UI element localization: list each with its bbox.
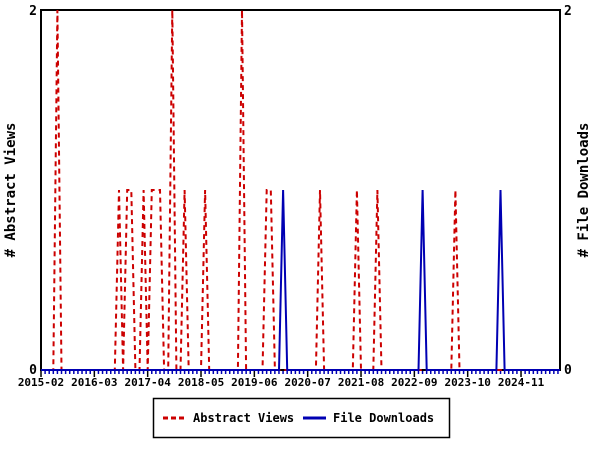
y-left-tick-label-2: 2 [29, 4, 37, 19]
series-file-downloads [41, 189, 560, 371]
x-tick-label: 2020-07 [285, 376, 331, 389]
x-tick-label: 2023-10 [445, 376, 491, 389]
y-left-axis-title: # Abstract Views [3, 123, 19, 258]
legend-label-abstract-views: Abstract Views [193, 411, 294, 425]
x-tick-label: 2024-11 [498, 376, 545, 389]
legend-label-file-downloads: File Downloads [333, 411, 434, 425]
x-tick-label: 2022-09 [391, 376, 437, 389]
y-right-tick-label-2: 2 [564, 4, 572, 19]
x-tick-label: 2019-06 [231, 376, 278, 389]
series-abstract-views [41, 9, 560, 371]
legend-box [152, 397, 451, 439]
x-tick-label: 2017-04 [124, 376, 171, 389]
y-right-axis-title: # File Downloads [576, 123, 592, 258]
x-tick-label: 2015-02 [18, 376, 64, 389]
y-left-tick-label-0: 0 [29, 363, 37, 378]
x-tick-label: 2016-03 [71, 376, 117, 389]
y-right-tick-label-0: 0 [564, 363, 572, 378]
x-tick-label: 2021-08 [338, 376, 384, 389]
x-tick-label: 2018-05 [178, 376, 224, 389]
